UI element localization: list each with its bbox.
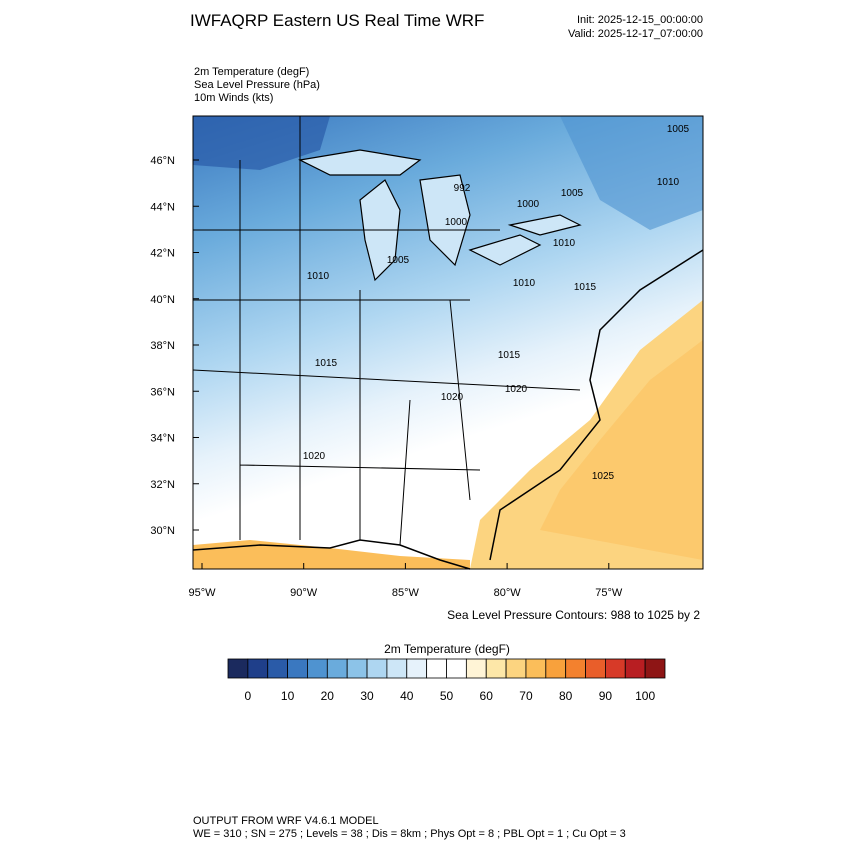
great-lakes (298, 149, 582, 282)
footer-line: OUTPUT FROM WRF V4.6.1 MODEL (193, 815, 379, 827)
contour-label: 1010 (513, 278, 536, 289)
state-borders (192, 116, 581, 546)
colorbar-tick-label: 80 (559, 689, 573, 703)
colorbar: 0 10 20 30 40 50 60 70 80 90 100 (227, 658, 666, 703)
contour-note: Sea Level Pressure Contours: 988 to 1025… (447, 608, 700, 622)
contour-label: 1020 (505, 384, 528, 395)
lat-label: 36°N (150, 386, 175, 398)
field-name: 10m Winds (kts) (194, 92, 273, 104)
init-time: Init: 2025-12-15_00:00:00 (577, 14, 703, 26)
field-name: Sea Level Pressure (hPa) (194, 79, 320, 91)
color-box (386, 658, 408, 679)
color-box (525, 658, 547, 679)
field-name: 2m Temperature (degF) (194, 66, 309, 78)
colorbar-tick-label: 60 (480, 689, 494, 703)
contour-label: 1005 (387, 255, 410, 266)
color-box (585, 658, 606, 679)
lat-label: 38°N (150, 340, 175, 352)
colorbar-tick-label: 10 (281, 689, 295, 703)
lon-label: 95°W (188, 587, 216, 599)
lat-label: 32°N (150, 479, 175, 491)
title: IWFAQRP Eastern US Real Time WRF (190, 11, 484, 30)
contour-label: 1015 (315, 358, 338, 369)
color-box (426, 658, 447, 679)
contour-label: 1025 (592, 471, 615, 482)
color-box (326, 658, 348, 679)
colorbar-tick-label: 50 (440, 689, 454, 703)
color-box (307, 658, 328, 679)
lat-label: 40°N (150, 294, 175, 306)
color-box (624, 658, 646, 679)
lat-label: 46°N (150, 155, 175, 167)
valid-time: Valid: 2025-12-17_07:00:00 (568, 28, 703, 40)
contour-label: 1020 (441, 392, 464, 403)
map: 1005 1010 992 1005 1000 1000 1010 1005 1010 1010 1… (150, 115, 704, 599)
warm-region (540, 340, 703, 560)
color-box (644, 658, 666, 679)
contour-label: 1000 (517, 199, 540, 210)
footer-line: WE = 310 ; SN = 275 ; Levels = 38 ; Dis … (193, 828, 626, 840)
color-box (465, 658, 487, 679)
color-box (247, 658, 269, 679)
color-box (227, 658, 249, 679)
lon-label: 80°W (494, 587, 522, 599)
cold-region (193, 116, 330, 170)
contour-label: 1015 (498, 350, 521, 361)
color-box (346, 658, 368, 679)
color-box (366, 658, 388, 679)
lon-label: 90°W (290, 587, 318, 599)
lat-label: 34°N (150, 433, 175, 445)
contour-label: 1015 (574, 282, 597, 293)
color-box (605, 658, 626, 679)
colorbar-tick-label: 100 (635, 689, 655, 703)
color-box (565, 658, 586, 679)
colorbar-tick-label: 20 (321, 689, 335, 703)
lon-label: 85°W (392, 587, 420, 599)
contour-label: 1010 (657, 177, 680, 188)
contour-label: 1010 (307, 271, 330, 282)
lat-label: 30°N (150, 525, 175, 537)
colorbar-tick-label: 0 (245, 689, 252, 703)
colorbar-tick-label: 70 (519, 689, 533, 703)
color-box (485, 658, 507, 679)
lat-label: 42°N (150, 248, 175, 260)
colorbar-tick-label: 40 (400, 689, 414, 703)
colorbar-tick-label: 30 (360, 689, 374, 703)
contour-label: 1010 (553, 238, 576, 249)
contour-label: 1000 (445, 217, 468, 228)
color-box (545, 658, 567, 679)
field-list: 2m Temperature (degF)Sea Level Pressure … (194, 66, 320, 104)
color-box (267, 658, 288, 679)
lon-label: 75°W (595, 587, 623, 599)
lat-label: 44°N (150, 201, 175, 213)
warm-region (193, 540, 470, 569)
color-box (505, 658, 527, 679)
cold-region (560, 116, 703, 230)
contour-label: 1005 (561, 188, 584, 199)
color-box (406, 658, 428, 679)
colorbar-tick-label: 90 (599, 689, 613, 703)
color-box (287, 658, 308, 679)
colorbar-title: 2m Temperature (degF) (384, 642, 510, 656)
contour-label: 1020 (303, 451, 326, 462)
contour-label: 1005 (667, 124, 690, 135)
coastline (489, 249, 704, 561)
color-box (446, 658, 467, 679)
map-frame (192, 115, 704, 570)
contour-label: 992 (454, 183, 471, 194)
